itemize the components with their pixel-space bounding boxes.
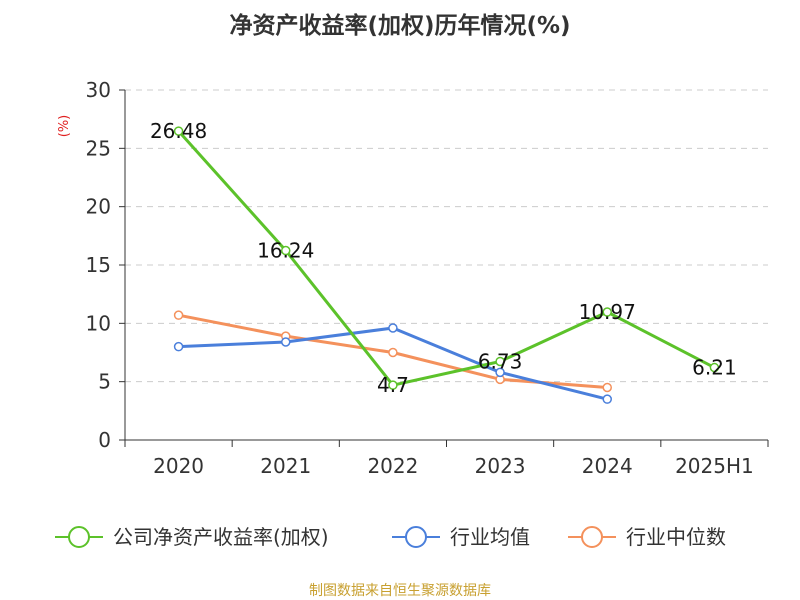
- data-point: [602, 307, 612, 317]
- data-label: 26.48: [150, 119, 207, 143]
- legend-label: 行业中位数: [626, 525, 726, 549]
- data-source-note: 制图数据来自恒生聚源数据库: [309, 583, 491, 599]
- data-point: [495, 367, 505, 378]
- data-point: [602, 382, 612, 393]
- legend-label: 公司净资产收益率(加权): [113, 525, 329, 549]
- data-label: 10.97: [579, 300, 636, 324]
- x-tick-label: 2024: [582, 454, 633, 478]
- data-labels: 26.48 16.24 4.7 6.73 10.97 6.21: [150, 119, 737, 397]
- data-label: 6.21: [692, 356, 737, 380]
- chart-title: 净资产收益率(加权)历年情况(%): [229, 12, 570, 39]
- legend: 公司净资产收益率(加权) 行业均值 行业中位数: [55, 525, 726, 549]
- data-label: 4.7: [377, 373, 409, 397]
- x-tick-label: 2021: [260, 454, 311, 478]
- x-tick-label: 2020: [153, 454, 204, 478]
- legend-marker: [581, 526, 603, 548]
- data-point: [281, 337, 291, 347]
- y-tick-label: 20: [86, 195, 111, 219]
- y-axis-unit: (%): [57, 115, 72, 138]
- y-tick-label: 0: [98, 428, 111, 452]
- data-point: [709, 362, 720, 373]
- data-point: [281, 245, 291, 256]
- data-label: 16.24: [257, 239, 314, 263]
- data-point: [602, 394, 612, 404]
- data-point: [388, 323, 398, 333]
- x-tick-label: 2022: [367, 454, 418, 478]
- y-tick-label: 5: [98, 370, 111, 394]
- data-point: [173, 310, 184, 320]
- y-tick-label: 15: [86, 253, 111, 277]
- data-point: [173, 341, 184, 352]
- series-line: [177, 130, 716, 387]
- data-point: [388, 380, 398, 390]
- y-tick-label: 30: [86, 78, 111, 102]
- legend-label: 行业均值: [450, 525, 530, 549]
- x-tick-label: 2025H1: [675, 454, 754, 478]
- grid-lines: [125, 89, 768, 383]
- data-point: [495, 356, 505, 367]
- data-point: [388, 347, 398, 358]
- legend-marker: [405, 526, 427, 548]
- data-point: [173, 126, 184, 136]
- legend-marker: [68, 526, 90, 548]
- x-tick-label: 2023: [475, 454, 526, 478]
- y-tick-label: 25: [86, 136, 111, 160]
- axes: 0 5 10 15 20 25 30 2020 2021 2022 2023 2024 2025H1: [86, 78, 769, 478]
- data-label: 6.73: [478, 349, 523, 373]
- y-tick-label: 10: [86, 311, 111, 335]
- series-lines: [173, 126, 720, 404]
